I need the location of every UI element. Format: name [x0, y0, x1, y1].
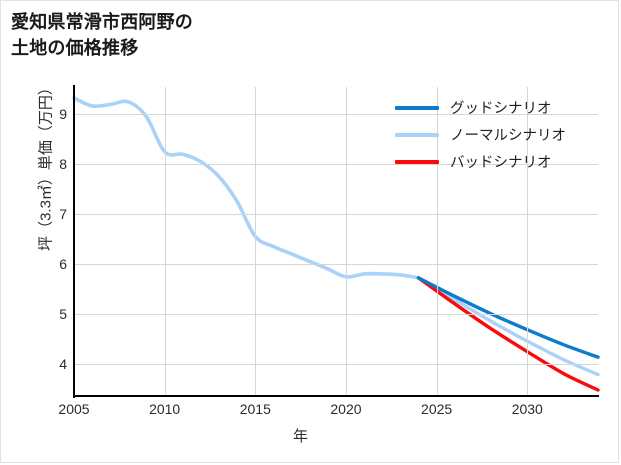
gridline-vertical [436, 87, 438, 396]
legend-item-good[interactable]: グッドシナリオ [395, 94, 610, 121]
x-tick-label: 2030 [511, 401, 543, 417]
y-tick-label: 4 [59, 355, 67, 372]
x-tick-label: 2005 [58, 401, 90, 417]
x-axis-title-text: 年 [292, 428, 308, 445]
y-tick-label: 6 [59, 255, 67, 272]
x-tick-label: 2025 [421, 401, 453, 417]
y-tick-label: 9 [59, 106, 67, 123]
gridline-vertical [164, 87, 166, 396]
legend-label-bad: バッドシナリオ [450, 155, 552, 171]
gridline-horizontal [74, 114, 598, 116]
y-tick-labels: 4 5 6 7 8 9 [37, 87, 67, 396]
series-line-history [72, 96, 421, 280]
legend-swatch-bad [395, 159, 439, 164]
legend-label-normal: ノーマルシナリオ [450, 128, 566, 144]
y-tick-label: 8 [59, 156, 67, 173]
legend-item-normal[interactable]: ノーマルシナリオ [395, 121, 610, 148]
x-axis-line [73, 395, 599, 397]
x-tick-label: 2010 [149, 401, 181, 417]
gridline-horizontal [74, 263, 598, 265]
legend-swatch-good [395, 105, 439, 110]
gridline-horizontal [74, 363, 598, 365]
x-tick-label: 2015 [239, 401, 271, 417]
chart-title: 愛知県常滑市西阿野の 土地の価格推移 [11, 12, 193, 59]
series-line-good [416, 276, 600, 359]
x-axis-title: 年 [1, 425, 620, 446]
chart-legend: グッドシナリオ ノーマルシナリオ バッドシナリオ [395, 94, 610, 175]
series-line-normal [416, 276, 600, 377]
gridline-vertical [345, 87, 347, 396]
gridline-horizontal [74, 164, 598, 166]
x-tick-label: 2020 [330, 401, 362, 417]
y-axis-title: 坪（3.3㎡）単価（万円） [37, 80, 55, 251]
legend-swatch-normal [395, 132, 439, 137]
data-lines [72, 96, 600, 392]
gridline-vertical [255, 87, 257, 396]
y-tick-label: 7 [59, 206, 67, 223]
x-tick-labels: 2005 2010 2015 2020 2025 2030 [58, 401, 598, 421]
gridline-horizontal [74, 313, 598, 315]
y-tick-label: 5 [59, 305, 67, 322]
gridline-horizontal [74, 214, 598, 216]
series-line-bad [416, 276, 600, 392]
y-axis-line [73, 85, 75, 398]
gridline-vertical [527, 87, 529, 396]
legend-label-good: グッドシナリオ [450, 101, 552, 117]
legend-item-bad[interactable]: バッドシナリオ [395, 148, 610, 175]
